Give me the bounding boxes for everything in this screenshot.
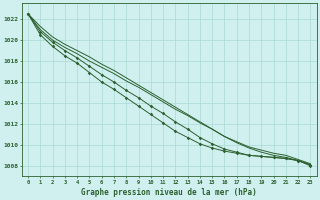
X-axis label: Graphe pression niveau de la mer (hPa): Graphe pression niveau de la mer (hPa) xyxy=(81,188,257,197)
